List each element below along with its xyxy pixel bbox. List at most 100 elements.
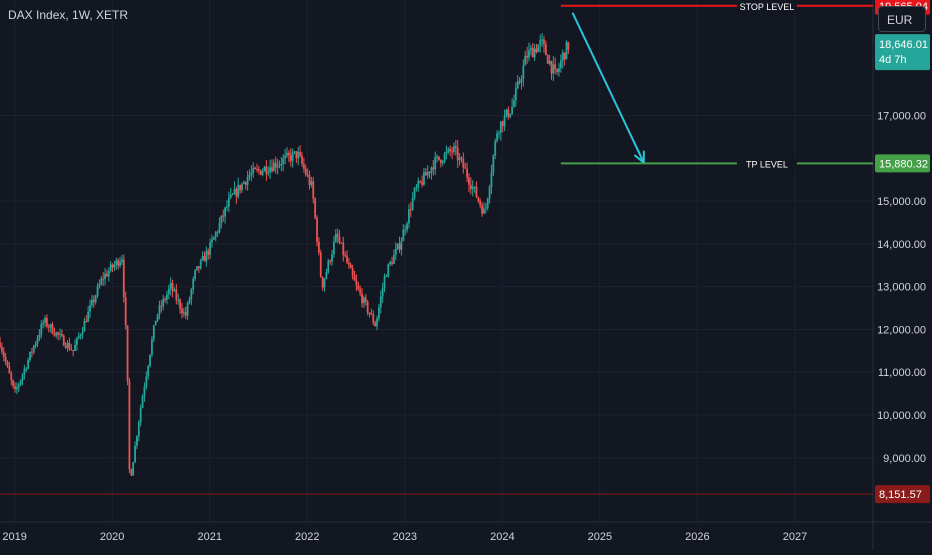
candle-body	[344, 255, 346, 256]
candle-body	[247, 177, 249, 185]
x-tick-label: 2023	[393, 531, 417, 543]
candle-body	[356, 281, 358, 286]
candle-body	[447, 149, 449, 152]
candle-body	[121, 260, 123, 262]
candle-body	[91, 300, 93, 305]
candle-body	[476, 187, 478, 198]
candle-body	[284, 156, 286, 159]
candle-body	[249, 175, 251, 177]
candle-body	[260, 170, 262, 174]
y-tick-label: 12,000.00	[877, 324, 926, 336]
candle-body	[136, 436, 138, 446]
candle-body	[220, 216, 222, 224]
candle-body	[352, 268, 354, 275]
candle-body	[183, 312, 185, 313]
candle-body	[534, 49, 536, 58]
candle-body	[327, 261, 329, 272]
candle-body	[181, 309, 183, 314]
candle-body	[215, 232, 217, 237]
candle-body	[286, 153, 288, 156]
candle-body	[153, 325, 155, 339]
candle-body	[48, 326, 50, 327]
candle-body	[519, 81, 521, 82]
candle-body	[164, 299, 166, 300]
candle-body	[333, 242, 335, 255]
candle-body	[376, 319, 378, 327]
candle-body	[20, 380, 22, 384]
candle-body	[387, 264, 389, 276]
candle-body	[129, 381, 131, 469]
candle-body	[190, 289, 192, 299]
candle-body	[204, 256, 206, 261]
candle-body	[414, 188, 416, 198]
candle-body	[543, 39, 545, 44]
candle-body	[69, 343, 71, 349]
candle-body	[406, 224, 408, 230]
candle-body	[5, 357, 7, 362]
candle-body	[3, 351, 5, 357]
candle-body	[243, 182, 245, 184]
candle-body	[367, 302, 369, 313]
candle-body	[29, 352, 31, 360]
candle-body	[513, 100, 515, 107]
candle-body	[541, 39, 543, 40]
candle-body	[312, 181, 314, 198]
candle-body	[138, 422, 140, 436]
candle-body	[305, 168, 307, 174]
candle-body	[547, 55, 549, 64]
candle-body	[537, 45, 539, 52]
candle-body	[444, 154, 446, 162]
candle-body	[134, 446, 136, 462]
candle-body	[485, 207, 487, 208]
candle-body	[397, 244, 399, 249]
candle-body	[53, 334, 55, 336]
candle-body	[427, 172, 429, 176]
candle-body	[200, 260, 202, 269]
candle-body	[102, 279, 104, 280]
candle-body	[114, 265, 116, 268]
candle-body	[271, 167, 273, 171]
y-tick-label: 10,000.00	[877, 410, 926, 422]
candle-body	[207, 251, 209, 255]
candle-body	[59, 334, 61, 335]
candle-body	[335, 234, 337, 242]
price-tag-label: 8,151.57	[879, 489, 922, 501]
candle-body	[348, 263, 350, 265]
candle-body	[322, 277, 324, 288]
candle-body	[307, 175, 309, 176]
candle-body	[55, 332, 57, 335]
candle-body	[440, 160, 442, 163]
candle-body	[371, 314, 373, 315]
candle-body	[446, 152, 448, 154]
candle-body	[155, 321, 157, 326]
candle-body	[85, 321, 87, 322]
candle-body	[290, 155, 292, 161]
candle-body	[57, 332, 59, 334]
candle-body	[157, 314, 159, 320]
candle-body	[234, 189, 236, 194]
candle-body	[412, 198, 414, 210]
currency-selector[interactable]: EUR	[878, 6, 926, 32]
candle-body	[264, 167, 266, 171]
candle-body	[391, 262, 393, 264]
candle-body	[89, 305, 91, 312]
candle-body	[232, 194, 234, 195]
candle-body	[331, 254, 333, 261]
y-tick-label: 9,000.00	[883, 453, 926, 465]
candle-body	[502, 121, 504, 126]
candle-body	[189, 299, 191, 303]
candle-body	[72, 350, 74, 351]
candle-body	[461, 158, 463, 159]
candle-body	[241, 184, 243, 191]
candle-body	[35, 343, 37, 346]
candle-body	[303, 164, 305, 169]
candle-body	[194, 270, 196, 279]
candle-body	[144, 387, 146, 397]
y-tick-label: 13,000.00	[877, 282, 926, 294]
candle-body	[18, 384, 20, 387]
candle-body	[393, 255, 395, 264]
candle-body	[252, 168, 254, 173]
candle-body	[269, 167, 271, 172]
